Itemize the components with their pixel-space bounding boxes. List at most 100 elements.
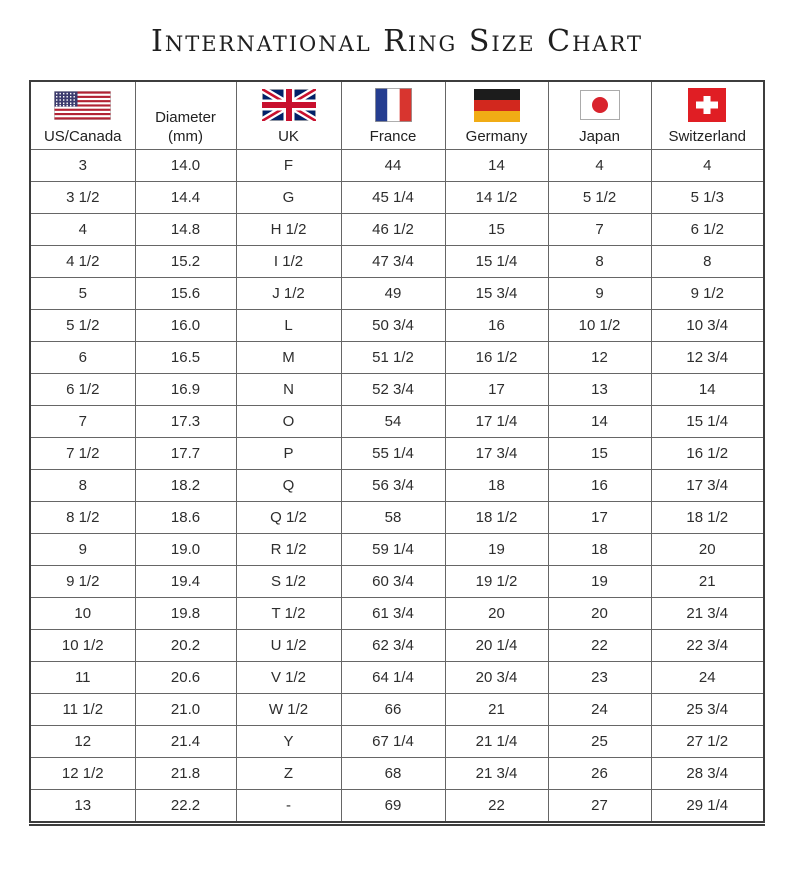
table-cell: 68 [340, 757, 446, 790]
table-row: 8 1/2 18.6 Q 1/2 58 18 1/2 17 18 1/2 [29, 501, 765, 534]
table-cell: 29 1/4 [650, 789, 765, 824]
table-cell: G [235, 181, 342, 214]
table-cell: Y [235, 725, 342, 758]
table-cell: 12 3/4 [650, 341, 765, 374]
table-cell: 7 [29, 405, 136, 438]
table-row: 8 18.2 Q 56 3/4 18 16 17 3/4 [29, 469, 765, 502]
table-cell: 54 [340, 405, 446, 438]
table-cell: 17.3 [134, 405, 237, 438]
table-cell: 17 3/4 [650, 469, 765, 502]
table-cell: 20.6 [134, 661, 237, 694]
table-cell: 21 [650, 565, 765, 598]
table-row: 11 1/2 21.0 W 1/2 66 21 24 25 3/4 [29, 693, 765, 726]
table-cell: 8 [547, 245, 652, 278]
table-row: 6 1/2 16.9 N 52 3/4 17 13 14 [29, 373, 765, 406]
table-cell: 60 3/4 [340, 565, 446, 598]
table-cell: 26 [547, 757, 652, 790]
table-cell: 45 1/4 [340, 181, 446, 214]
france-flag-icon [374, 86, 412, 124]
table-cell: 10 1/2 [29, 629, 136, 662]
table-row: 10 1/2 20.2 U 1/2 62 3/4 20 1/4 22 22 3/4 [29, 629, 765, 662]
table-cell: 46 1/2 [340, 213, 446, 246]
column-label: Switzerland [668, 128, 747, 145]
table-cell: Q [235, 469, 342, 502]
table-row: 11 20.6 V 1/2 64 1/4 20 3/4 23 24 [29, 661, 765, 694]
table-cell: 6 1/2 [650, 213, 765, 246]
table-cell: 51 1/2 [340, 341, 446, 374]
column-header-switzerland: Switzerland [650, 80, 765, 150]
table-cell: 20 [650, 533, 765, 566]
table-cell: 28 3/4 [650, 757, 765, 790]
column-header-diameter: Diameter (mm) [134, 80, 237, 150]
table-cell: 19 [444, 533, 549, 566]
table-cell: I 1/2 [235, 245, 342, 278]
table-cell: 56 3/4 [340, 469, 446, 502]
table-cell: 20 1/4 [444, 629, 549, 662]
table-row: 13 22.2-69 22 27 29 1/4 [29, 789, 765, 824]
table-cell: 12 [29, 725, 136, 758]
table-cell: W 1/2 [235, 693, 342, 726]
table-cell: 14 [650, 373, 765, 406]
table-cell: 4 [547, 149, 652, 182]
table-cell: 16.0 [134, 309, 237, 342]
table-cell: 18 [547, 533, 652, 566]
table-cell: 15 1/4 [650, 405, 765, 438]
table-cell: 11 [29, 661, 136, 694]
table-cell: 18 [444, 469, 549, 502]
table-cell: 4 1/2 [29, 245, 136, 278]
column-label: UK [278, 128, 299, 145]
table-cell: 3 1/2 [29, 181, 136, 214]
table-cell: 18.6 [134, 501, 237, 534]
table-cell: 10 3/4 [650, 309, 765, 342]
column-header-germany: Germany [444, 80, 549, 150]
table-cell: 14 [547, 405, 652, 438]
table-cell: O [235, 405, 342, 438]
table-cell: Q 1/2 [235, 501, 342, 534]
table-cell: 13 [29, 789, 136, 824]
table-row: 6 16.5 M 51 1/2 16 1/2 12 12 3/4 [29, 341, 765, 374]
table-cell: 22.2 [134, 789, 237, 824]
table-cell: P [235, 437, 342, 470]
table-cell: 17.7 [134, 437, 237, 470]
table-cell: 9 [547, 277, 652, 310]
table-cell: 21.4 [134, 725, 237, 758]
table-cell: 5 1/2 [29, 309, 136, 342]
table-row: 3 14.0 F 44 14 4 4 [29, 149, 765, 182]
table-cell: 17 [547, 501, 652, 534]
table-cell: 7 [547, 213, 652, 246]
table-cell: 16 1/2 [444, 341, 549, 374]
table-cell: 8 [650, 245, 765, 278]
table-cell: 47 3/4 [340, 245, 446, 278]
ring-size-table: US/Canada Diameter (mm) [29, 80, 765, 826]
table-cell: 27 1/2 [650, 725, 765, 758]
table-cell: 6 1/2 [29, 373, 136, 406]
table-row: 9 19.0 R 1/2 59 1/4 19 18 20 [29, 533, 765, 566]
column-label: US/Canada [43, 128, 122, 145]
table-cell: 19 [547, 565, 652, 598]
table-cell: L [235, 309, 342, 342]
table-cell: R 1/2 [235, 533, 342, 566]
table-cell: 4 [650, 149, 765, 182]
table-cell: - [235, 789, 342, 824]
table-cell: 18 1/2 [650, 501, 765, 534]
us-flag-icon [54, 86, 112, 124]
table-cell: 25 3/4 [650, 693, 765, 726]
table-cell: T 1/2 [235, 597, 342, 630]
japan-flag-icon [579, 86, 620, 124]
table-cell: 61 3/4 [340, 597, 446, 630]
table-cell: V 1/2 [235, 661, 342, 694]
table-cell: F [235, 149, 342, 182]
table-cell: 16 1/2 [650, 437, 765, 470]
table-cell: N [235, 373, 342, 406]
table-cell: 21 1/4 [444, 725, 549, 758]
table-cell: 11 1/2 [29, 693, 136, 726]
table-cell: 5 1/2 [547, 181, 652, 214]
table-cell: 9 [29, 533, 136, 566]
switzerland-flag-icon [688, 86, 727, 124]
table-cell: 19.0 [134, 533, 237, 566]
table-cell: 17 1/4 [444, 405, 549, 438]
table-cell: 58 [340, 501, 446, 534]
table-cell: 4 [29, 213, 136, 246]
table-cell: M [235, 341, 342, 374]
table-row: 4 1/2 15.2 I 1/2 47 3/4 15 1/4 8 8 [29, 245, 765, 278]
